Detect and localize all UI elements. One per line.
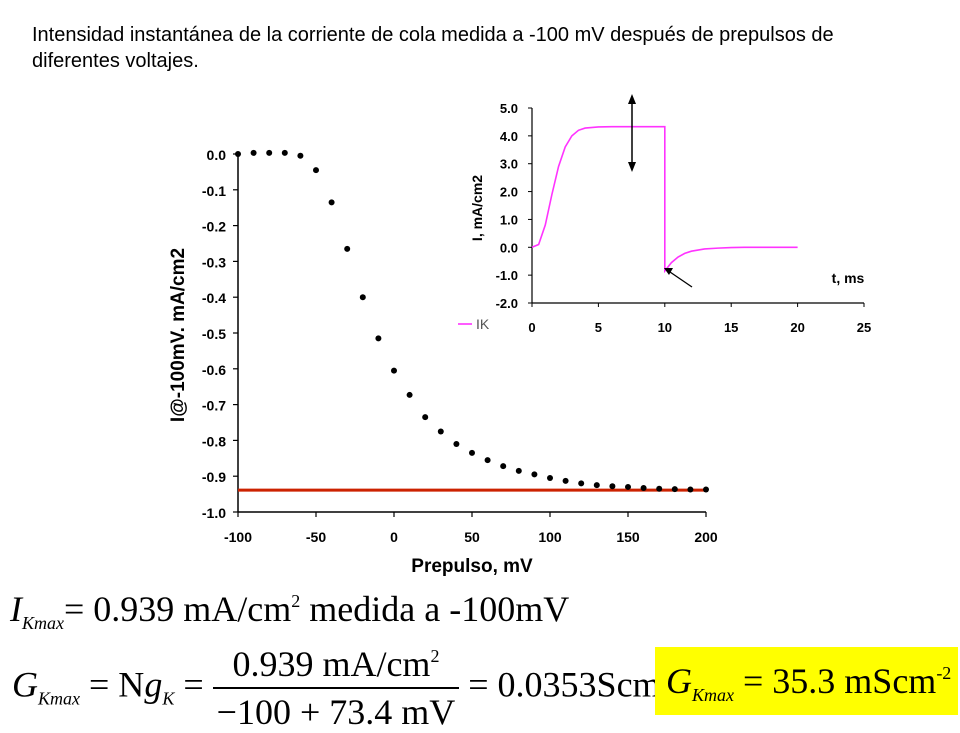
gmax-numerator-exp: 2 (430, 646, 440, 666)
inset-y-axis-label: I, mA/cm2 (469, 175, 485, 241)
main-x-axis-label: Prepulso, mV (411, 556, 533, 577)
inset-y-tick-label: 5.0 (500, 101, 518, 116)
tail-pointer-arrow (664, 268, 693, 288)
main-x-tick-label: 100 (538, 529, 562, 545)
data-point (313, 167, 319, 174)
main-x-tick-label: -100 (224, 529, 252, 545)
data-point (500, 463, 507, 470)
legend-label-ik: IK (476, 316, 490, 332)
gmax-eq3: = 0.0353Scm (459, 664, 661, 705)
imax-value: = 0.939 mA/cm (64, 589, 292, 629)
data-point (515, 467, 522, 474)
gmax-g: g (144, 664, 163, 705)
inset-x-tick-label: 15 (724, 320, 738, 335)
inset-y-tick-label: 0.0 (500, 240, 518, 255)
data-point (484, 457, 491, 464)
main-y-axis-label: I@-100mV. mA/cm2 (168, 248, 189, 422)
imax-symbol: I (10, 589, 22, 629)
result-rhs: = 35.3 mScm (734, 661, 937, 701)
data-point (625, 483, 631, 490)
data-point (703, 486, 709, 493)
main-x-tick-label: 150 (616, 529, 640, 545)
data-point (391, 367, 397, 374)
imax-exponent: 2 (291, 591, 301, 611)
result-rhs-exp: -2 (936, 663, 952, 683)
inset-y-tick-label: 2.0 (500, 185, 518, 200)
inset-x-tick-label: 0 (528, 320, 535, 335)
data-point (422, 414, 429, 421)
inset-y-tick-label: -1.0 (496, 268, 518, 283)
data-point (375, 335, 382, 342)
data-point (609, 483, 616, 490)
gmax-lhs-symbol: G (12, 664, 38, 705)
data-point (562, 477, 569, 484)
data-point (297, 152, 304, 159)
inset-y-tick-label: -2.0 (496, 296, 518, 311)
inset-y-tick-label: 3.0 (500, 157, 518, 172)
inset-x-tick-label: 10 (658, 320, 672, 335)
imax-equation: IKmax= 0.939 mA/cm2 medida a -100mV (10, 588, 569, 634)
gmax-numerator: 0.939 mA/cm (232, 644, 431, 684)
main-y-tick-label: -0.6 (202, 362, 226, 378)
inset-x-tick-label: 5 (595, 320, 602, 335)
data-point (250, 149, 257, 156)
imax-tail: medida a -100mV (300, 589, 570, 629)
inset-y-tick-label: 1.0 (500, 212, 518, 227)
main-y-tick-label: -0.9 (202, 469, 226, 485)
data-point (578, 480, 585, 487)
main-x-tick-label: 50 (464, 529, 480, 545)
main-y-tick-label: -0.8 (202, 433, 226, 449)
inset-y-tick-label: 4.0 (500, 129, 518, 144)
data-point (281, 149, 288, 156)
inset-chart: 5.0 4.0 3.0 2.0 1.0 0.0 -1.0 -2.0 0 5 10 15 20 25 I,… (458, 94, 872, 335)
gmax-lhs-subscript: Kmax (38, 688, 80, 709)
data-point (437, 428, 444, 435)
main-y-tick-label: -0.2 (202, 219, 226, 235)
data-point (469, 449, 475, 456)
data-point (593, 482, 600, 489)
amplitude-arrow (628, 94, 636, 172)
main-y-tick-label: -0.4 (202, 290, 226, 306)
inset-x-tick-label: 25 (857, 320, 871, 335)
data-point (359, 294, 366, 301)
main-x-tick-label: 0 (390, 529, 398, 545)
data-point (328, 199, 335, 206)
main-y-tick-label: -1.0 (202, 505, 226, 521)
data-point (640, 485, 647, 492)
result-lhs-subscript: Kmax (692, 685, 734, 705)
gmax-g-subscript: K (162, 688, 175, 709)
main-chart: 0.0 -0.1 -0.2 -0.3 -0.4 -0.5 -0.6 -0.7 -0.8 -0.9 -… (168, 147, 718, 577)
data-point (453, 440, 460, 447)
main-y-tick-label: -0.7 (202, 398, 226, 414)
data-point (266, 149, 273, 156)
gmax-eq2: = (174, 664, 213, 705)
inset-x-axis-label: t, ms (832, 270, 865, 286)
slide-title: Intensidad instantánea de la corriente d… (32, 24, 834, 72)
main-y-tick-label: 0.0 (207, 147, 227, 163)
main-y-tick-label: -0.5 (202, 326, 226, 342)
data-point (671, 486, 678, 493)
data-point (531, 471, 538, 478)
data-point (235, 151, 241, 157)
data-point (344, 245, 351, 252)
imax-subscript: Kmax (22, 613, 64, 633)
main-x-tick-label: 200 (694, 529, 718, 545)
data-point (406, 391, 413, 398)
main-x-tick-label: -50 (306, 529, 326, 545)
data-point (656, 485, 663, 492)
data-point (687, 486, 694, 493)
main-y-tick-label: -0.3 (202, 254, 226, 270)
inset-ik-trace (531, 125, 798, 274)
result-highlight-box (655, 647, 958, 715)
data-point (547, 474, 553, 481)
gmax-denominator: −100 + 73.4 mV (216, 692, 456, 732)
inset-x-tick-label: 20 (790, 320, 804, 335)
main-y-tick-label: -0.1 (202, 183, 226, 199)
result-equation: GKmax = 35.3 mScm-2 (666, 660, 951, 706)
gmax-eq1: = N (80, 664, 145, 705)
result-lhs-symbol: G (666, 661, 692, 701)
